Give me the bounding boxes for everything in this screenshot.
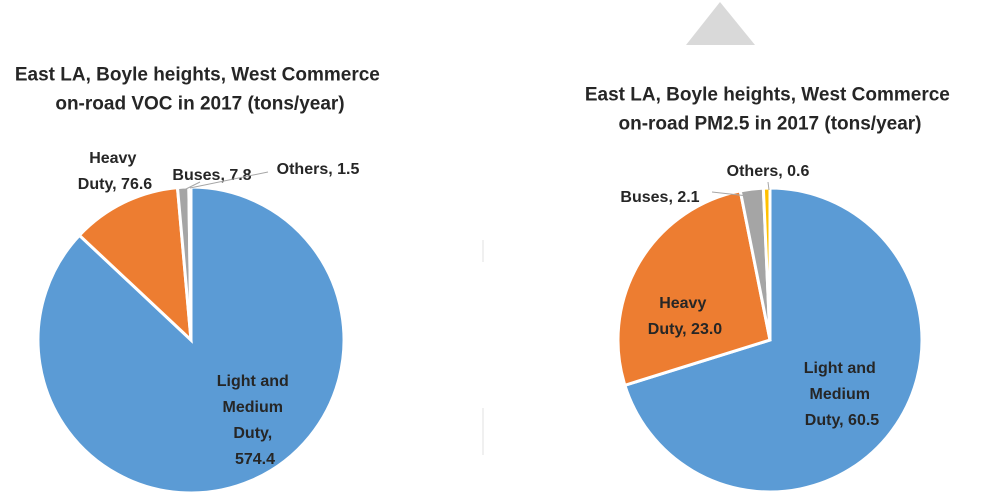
data-label: Heavy Duty, 76.6 xyxy=(78,150,153,193)
leader-line xyxy=(767,181,770,191)
chart-title-line: on-road VOC in 2017 (tons/year) xyxy=(55,94,344,115)
data-label-line: Heavy xyxy=(89,150,141,167)
data-label-line: Medium xyxy=(223,399,288,416)
chart-title-line: on-road PM2.5 in 2017 (tons/year) xyxy=(618,114,921,135)
leader-line xyxy=(183,181,201,191)
leader-line xyxy=(189,171,269,189)
data-label-line: Duty, xyxy=(233,425,276,442)
chart-title-line: East LA, Boyle heights, West Commerce xyxy=(15,65,385,86)
data-label-line: Light and xyxy=(804,360,880,377)
pie-slice xyxy=(77,185,193,344)
decor-triangle xyxy=(686,2,755,45)
leader-line xyxy=(711,191,749,197)
pie-slice xyxy=(616,189,772,388)
data-label-line: 574.4 xyxy=(235,451,275,468)
pie-slice xyxy=(623,186,924,493)
data-label: Others, 0.6 xyxy=(727,163,810,180)
data-label: Heavy Duty, 23.0 xyxy=(648,295,723,338)
data-label: Others, 1.5 xyxy=(277,161,360,178)
data-label-line: Light and xyxy=(217,373,293,390)
data-label: Buses, 7.8 xyxy=(172,167,251,184)
chart-title: East LA, Boyle heights, West Commerce on… xyxy=(15,65,385,115)
data-label-line: Heavy xyxy=(659,295,711,312)
chart-title-line: East LA, Boyle heights, West Commerce xyxy=(585,85,955,106)
data-label-line: Buses, 7.8 xyxy=(172,167,251,184)
data-label-line: Medium xyxy=(810,386,875,403)
pie-slice xyxy=(761,186,772,341)
chart-title: East LA, Boyle heights, West Commerce on… xyxy=(585,85,955,135)
data-label-line: Duty, 76.6 xyxy=(78,176,153,193)
data-label: Light and Medium Duty, 60.5 xyxy=(804,360,880,429)
data-label-line: Duty, 23.0 xyxy=(648,321,723,338)
data-label-line: Others, 0.6 xyxy=(727,163,810,180)
data-label: Light and Medium Duty, 574.4 xyxy=(217,373,293,468)
data-label-line: Others, 1.5 xyxy=(277,161,360,178)
data-label-line: Buses, 2.1 xyxy=(620,189,699,206)
data-label-line: Duty, 60.5 xyxy=(805,412,880,429)
data-label: Buses, 2.1 xyxy=(620,189,699,206)
